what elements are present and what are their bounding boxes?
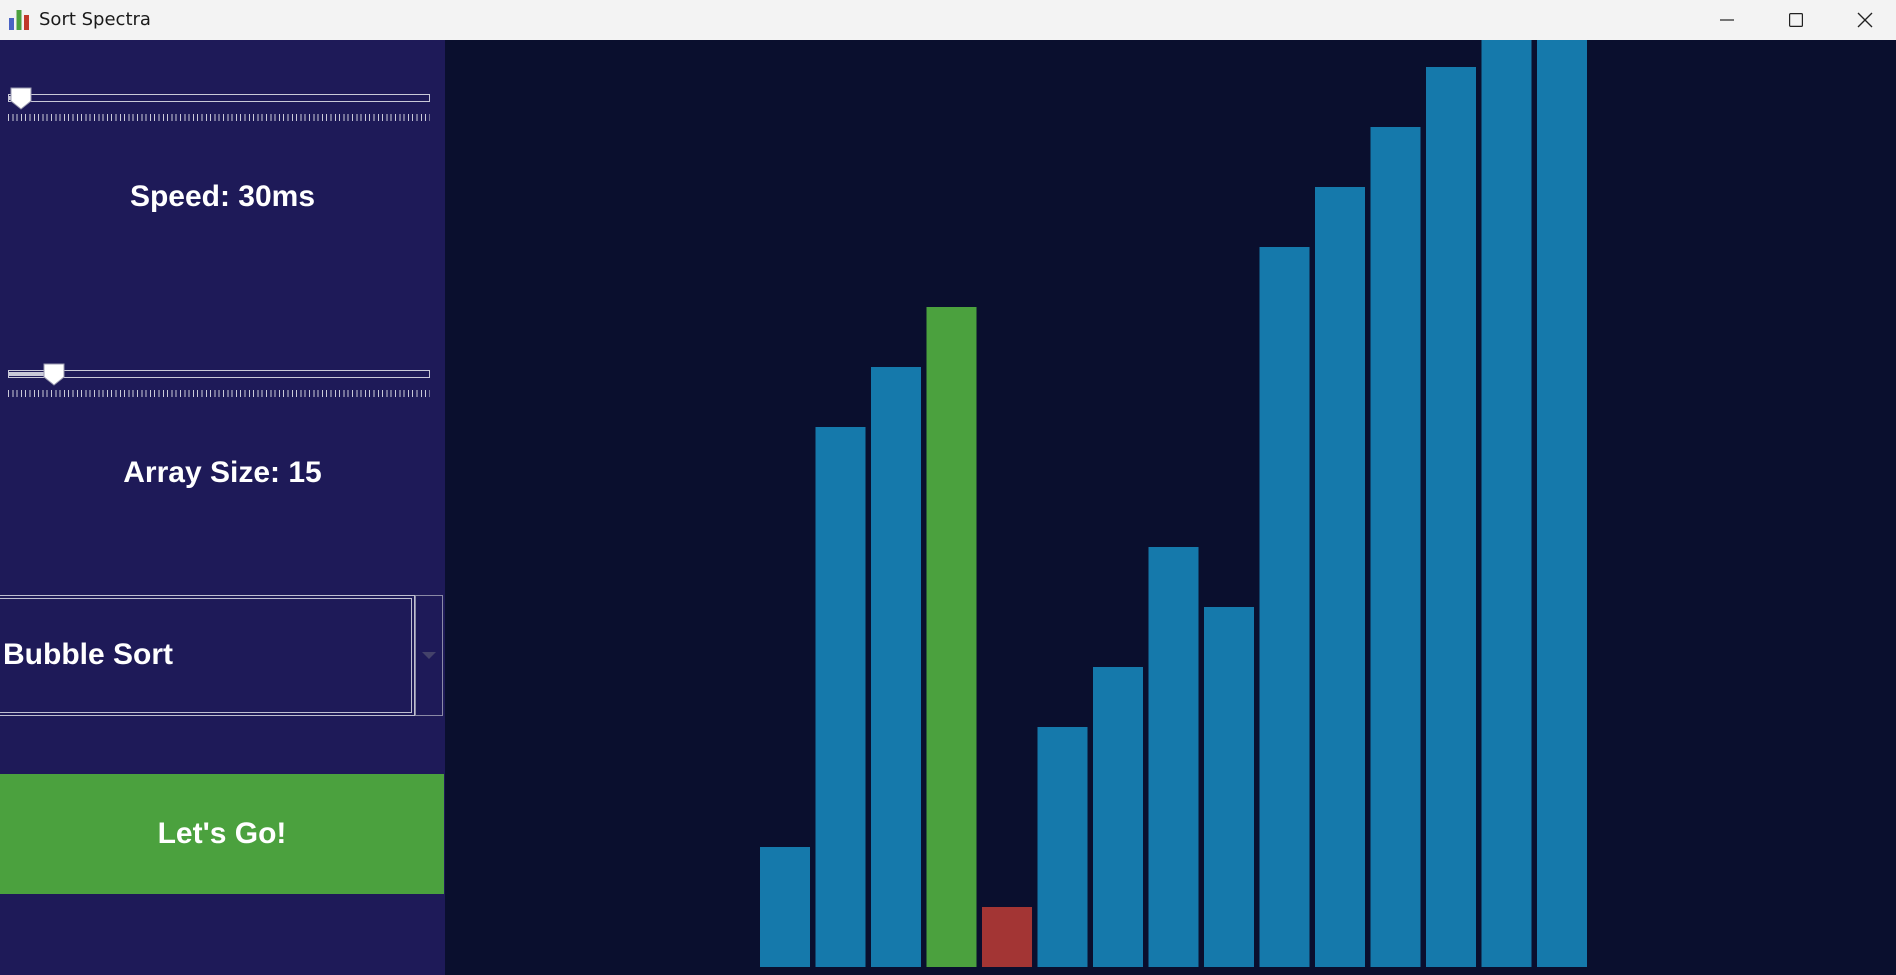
bars-chart	[760, 40, 1587, 967]
array-bar-6	[1037, 727, 1088, 967]
window-title: Sort Spectra	[39, 9, 151, 30]
array-bar-4	[926, 307, 977, 967]
array-bar-10	[1259, 247, 1310, 967]
array-bar-2	[815, 427, 866, 967]
array-bar-5	[982, 907, 1032, 967]
array-bar-11	[1315, 187, 1365, 967]
lets-go-button[interactable]: Let's Go!	[0, 774, 444, 894]
minimize-button[interactable]	[1692, 0, 1762, 40]
algorithm-dropdown-value: Bubble Sort	[3, 638, 173, 671]
algorithm-dropdown-toggle[interactable]	[415, 595, 443, 716]
maximize-button[interactable]	[1761, 0, 1831, 40]
speed-slider[interactable]	[8, 81, 430, 121]
array-bar-7	[1093, 667, 1143, 967]
algorithm-dropdown-field[interactable]	[0, 595, 415, 716]
array-bar-14	[1481, 40, 1532, 967]
algorithm-dropdown[interactable]: Bubble Sort	[0, 595, 445, 716]
minimize-icon	[1720, 19, 1734, 21]
array-size-slider-fill	[9, 372, 49, 376]
visualization-canvas	[445, 40, 1896, 975]
array-size-slider-ticks	[8, 390, 430, 397]
array-size-slider-track	[8, 370, 430, 378]
array-bar-12	[1370, 127, 1421, 967]
title-bar: Sort Spectra	[0, 0, 1896, 40]
speed-label: Speed: 30ms	[129, 180, 316, 213]
maximize-icon	[1789, 13, 1803, 27]
close-button[interactable]	[1830, 0, 1896, 40]
array-bar-15	[1537, 40, 1587, 967]
array-bar-1	[760, 847, 810, 967]
speed-slider-thumb[interactable]	[9, 86, 33, 110]
array-bar-3	[871, 367, 921, 967]
array-bar-8	[1148, 547, 1199, 967]
array-bar-13	[1426, 67, 1476, 967]
speed-slider-track	[8, 94, 430, 102]
bar-chart-icon	[9, 10, 29, 30]
chevron-down-icon	[422, 652, 436, 659]
close-icon	[1857, 12, 1873, 28]
control-sidebar: Speed: 30ms Array Size: 15 Bubble Sort L…	[0, 40, 445, 975]
array-size-slider-thumb[interactable]	[42, 362, 66, 386]
array-size-label: Array Size: 15	[123, 456, 322, 489]
array-bar-9	[1204, 607, 1254, 967]
array-size-slider[interactable]	[8, 357, 430, 397]
speed-slider-ticks	[8, 114, 430, 121]
